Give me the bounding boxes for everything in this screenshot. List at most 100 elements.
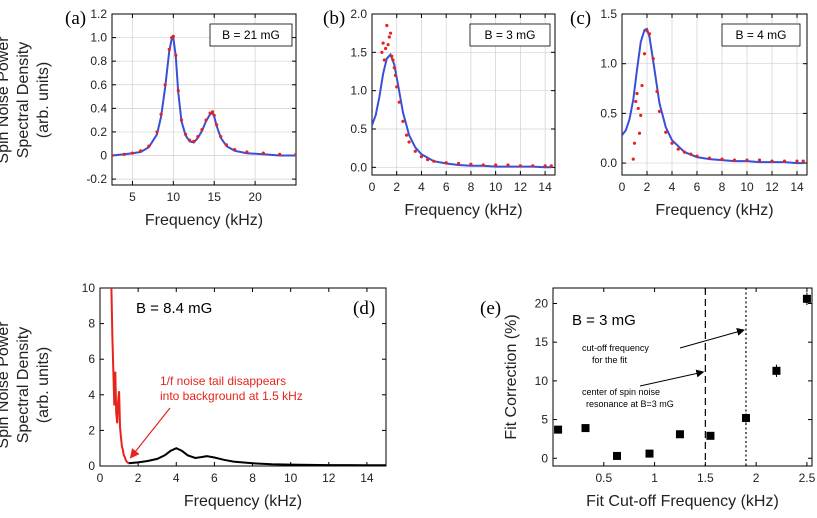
- legend-text: B = 21 mG: [222, 28, 280, 42]
- data-point: [645, 449, 654, 458]
- data-point: [531, 164, 535, 168]
- annotation-resonance: center of spin noise: [582, 387, 660, 397]
- x-tick-label: 8: [249, 471, 256, 485]
- y-tick-label: 1.0: [90, 31, 107, 45]
- y-axis-label-line: (arb. units): [35, 347, 52, 423]
- x-tick-label: 12: [765, 180, 779, 194]
- data-point: [689, 152, 693, 156]
- x-tick-label: 10: [489, 180, 503, 194]
- data-point: [506, 163, 510, 167]
- data-point: [395, 85, 399, 89]
- x-tick-label: 0: [369, 180, 376, 194]
- data-point: [640, 83, 644, 88]
- y-tick-label: 2.0: [350, 7, 367, 21]
- x-tick-label: 2: [644, 180, 651, 194]
- data-point: [208, 111, 212, 115]
- data-point: [645, 29, 649, 33]
- plot-frame: [371, 13, 556, 176]
- data-point: [200, 127, 204, 132]
- data-point: [782, 159, 787, 163]
- data-point: [494, 163, 498, 167]
- data-point: [212, 113, 216, 118]
- y-tick-label: 1.0: [600, 57, 617, 71]
- y-axis-label-bottom: Spin Noise Power Spectral Density (arb. un…: [0, 321, 52, 449]
- data-point: [215, 123, 219, 127]
- y-tick-label: 1.5: [600, 7, 617, 21]
- y-axis-label-line: Spectral Density: [15, 42, 32, 159]
- y-tick-label: 5: [541, 413, 548, 427]
- data-point: [224, 143, 229, 147]
- x-tick-label: 10: [167, 190, 181, 204]
- x-tick-label: 1: [651, 471, 658, 485]
- legend-text: B = 3 mG: [572, 312, 636, 329]
- data-point: [261, 151, 265, 155]
- annotation-arrow: [129, 407, 171, 459]
- plot-frame: [99, 287, 387, 467]
- data-point: [795, 159, 799, 163]
- data-point: [294, 152, 296, 156]
- plot-area: [110, 288, 386, 466]
- chart-panel-a: 5 10 15 20 -0.2 0 0.2 0.4 0.6 0.8 1.0 1.2 Frequency …: [65, 7, 297, 229]
- fit-curve: [622, 27, 804, 165]
- x-axis-label: Frequency (kHz): [404, 202, 522, 219]
- x-tick-label: 14: [360, 471, 374, 485]
- data-point: [278, 152, 282, 156]
- x-tick-label: 4: [669, 180, 676, 194]
- x-tick-label: 2: [135, 471, 142, 485]
- data-point: [802, 294, 811, 303]
- data-point: [634, 99, 638, 104]
- y-axis-label-e: Fit Correction (%): [503, 314, 520, 439]
- data-point: [386, 43, 390, 47]
- data-point: [245, 150, 249, 154]
- annotation-text: into background at 1.5 kHz: [160, 389, 303, 403]
- x-tick-label: 2.5: [799, 471, 816, 485]
- data-point: [184, 132, 188, 136]
- data-point: [481, 163, 485, 167]
- x-tick-label: 20: [248, 190, 262, 204]
- x-axis-label: Frequency (kHz): [145, 212, 263, 229]
- y-tick-label: 6: [88, 352, 95, 366]
- data-point: [407, 140, 411, 144]
- annotation-resonance: resonance at B=3 mG: [586, 399, 674, 409]
- y-tick-label: 0.2: [90, 125, 107, 139]
- data-point: [772, 366, 781, 375]
- data-point: [631, 157, 635, 161]
- chart-panel-e: 0.5 1 1.5 2 2.5 0 5 10 15 20 Fit Cut-off Frequency…: [480, 287, 816, 510]
- data-point: [419, 155, 424, 159]
- x-tick-label: 0: [619, 180, 626, 194]
- y-tick-label: 0: [100, 149, 107, 163]
- data-point: [695, 154, 699, 158]
- x-tick-label: 8: [468, 180, 475, 194]
- data-point: [179, 118, 184, 122]
- y-tick-label: 20: [535, 296, 549, 310]
- panel-label: (e): [480, 298, 501, 319]
- data-point: [636, 106, 640, 111]
- data-point: [401, 119, 405, 123]
- y-tick-label: 10: [82, 281, 96, 295]
- data-point: [675, 430, 684, 439]
- noise-tail-line: [110, 288, 130, 465]
- data-point: [757, 158, 762, 162]
- data-point: [670, 141, 674, 145]
- y-axis-label-line: Spin Noise Power: [0, 321, 12, 449]
- data-point: [432, 159, 436, 163]
- data-point: [391, 58, 395, 62]
- legend-box: [721, 23, 801, 47]
- data-point: [720, 157, 724, 161]
- data-point: [581, 424, 590, 433]
- data-point: [639, 113, 643, 117]
- fit-curve: [112, 35, 296, 157]
- x-tick-label: 0.5: [595, 471, 612, 485]
- y-tick-label: 1.0: [350, 84, 367, 98]
- y-axis-label: Fit Correction (%): [503, 314, 520, 439]
- data-point: [549, 164, 553, 168]
- data-point: [682, 150, 687, 154]
- plot-frame: [111, 13, 297, 186]
- chart-panel-b: 0 2 4 6 8 10 12 14 0.0 0.5 1.0 1.5 2.0 Frequency (kHz…: [323, 7, 556, 219]
- y-tick-label: 0: [88, 459, 95, 473]
- legend-box: [209, 23, 293, 47]
- annotation-arrow: [639, 369, 705, 387]
- y-axis-label-line: Spin Noise Power: [0, 36, 12, 164]
- y-tick-label: 1.5: [350, 45, 367, 59]
- data-point: [174, 53, 178, 57]
